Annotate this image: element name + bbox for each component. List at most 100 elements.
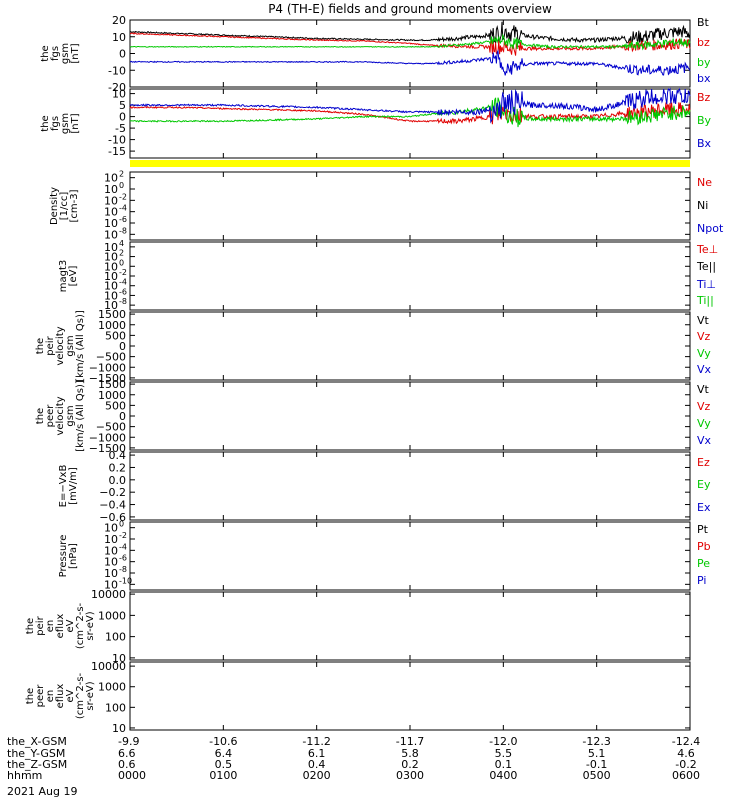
x-row-value: 4.6 <box>677 747 695 760</box>
y-tick-label: 0 <box>119 410 126 423</box>
x-row-value: 0600 <box>672 769 700 782</box>
y-tick-label: −0.4 <box>99 499 126 512</box>
y-axis-label: magt3 <box>58 260 69 293</box>
y-tick-exponent: -4 <box>119 278 127 287</box>
legend-Vx: Vx <box>697 363 712 376</box>
y-tick-label: 10 <box>112 88 126 101</box>
legend-Te||: Te|| <box>696 260 716 273</box>
y-tick-label: −500 <box>96 421 126 434</box>
legend-By: By <box>697 114 712 127</box>
y-tick-label: 1500 <box>98 308 126 321</box>
x-row-value: 0400 <box>489 769 517 782</box>
x-row-value: 6.6 <box>118 747 136 760</box>
legend-Pe: Pe <box>697 557 710 570</box>
y-tick-label: 1000 <box>98 389 126 402</box>
y-tick-label: 10 <box>104 241 118 254</box>
y-tick-label: 10 <box>104 228 118 241</box>
y-axis-label: gsm <box>60 113 71 134</box>
x-row-value: -0.1 <box>586 758 607 771</box>
legend-Pb: Pb <box>697 540 711 553</box>
legend-Ne: Ne <box>697 176 712 189</box>
panel-frame <box>129 241 691 311</box>
y-tick-label: 10 <box>112 652 126 665</box>
legend-Npot: Npot <box>697 222 724 235</box>
y-tick-label: 500 <box>105 329 126 342</box>
y-tick-exponent: -8 <box>119 297 127 306</box>
y-axis-label: the <box>40 45 51 61</box>
y-axis-label: [nT] <box>70 113 81 133</box>
y-tick-exponent: -10 <box>119 576 132 585</box>
legend-Vz: Vz <box>697 400 711 413</box>
y-axis-label: Pressure <box>58 535 69 578</box>
series-bz <box>130 32 691 56</box>
y-tick-exponent: -6 <box>119 287 127 296</box>
y-tick-label: 0 <box>119 48 126 61</box>
x-row-label: the_X-GSM <box>7 735 67 748</box>
y-axis-label: peir <box>45 335 56 355</box>
y-tick-label: 10 <box>104 544 118 557</box>
series-By <box>129 97 691 128</box>
y-tick-label: 500 <box>105 399 126 412</box>
y-tick-label: 0.4 <box>109 449 127 462</box>
x-row-value: -12.0 <box>489 735 517 748</box>
legend-Bt: Bt <box>697 16 710 29</box>
x-row-label: the_Z-GSM <box>7 758 67 771</box>
status-bar <box>130 160 690 167</box>
date-label: 2021 Aug 19 <box>7 785 77 798</box>
y-tick-label: 20 <box>112 14 126 27</box>
y-axis-label: (cm^2-s- <box>75 672 86 719</box>
y-tick-label: 100 <box>105 631 126 644</box>
y-tick-exponent: -2 <box>119 192 127 201</box>
panel-peer_en_eflux: 10000 1000 100 10 the peer en eflux eV (cm^2-s-sr… <box>25 660 691 735</box>
y-axis-label: eflux <box>55 684 66 709</box>
y-tick-label: 1000 <box>98 609 126 622</box>
y-tick-label: 10 <box>104 578 118 591</box>
y-axis-label: [km/s (All Qs)] <box>75 310 86 382</box>
legend-Vy: Vy <box>697 347 711 360</box>
legend-bx: bx <box>697 72 711 85</box>
y-tick-label: 10 <box>104 533 118 546</box>
y-tick-exponent: -4 <box>119 204 127 213</box>
series-Bt <box>130 21 691 45</box>
panel-frame <box>129 19 691 88</box>
y-tick-exponent: -2 <box>119 268 127 277</box>
x-row-value: 5.5 <box>495 747 513 760</box>
y-tick-label: −1000 <box>89 361 126 374</box>
panel-frame <box>129 171 691 241</box>
x-row-value: 0200 <box>303 769 331 782</box>
y-axis-label: Density <box>49 187 60 225</box>
x-row-value: 0.1 <box>495 758 513 771</box>
y-axis-label: the <box>35 408 46 424</box>
y-tick-label: 10 <box>104 172 118 185</box>
x-row-value: -10.6 <box>209 735 237 748</box>
legend-Ni: Ni <box>697 199 708 212</box>
x-row-value: 6.4 <box>215 747 233 760</box>
y-tick-exponent: 0 <box>119 258 124 267</box>
y-tick-exponent: -6 <box>119 554 127 563</box>
y-tick-label: -5 <box>115 122 126 135</box>
y-tick-label: 10 <box>104 206 118 219</box>
legend-Vz: Vz <box>697 330 711 343</box>
x-row-label: the_Y-GSM <box>7 747 65 760</box>
legend-Pi: Pi <box>697 574 706 587</box>
x-row-label: hhmm <box>7 769 42 782</box>
legend-Ex: Ex <box>697 501 711 514</box>
legend-Te⊥: Te⊥ <box>696 243 718 256</box>
y-axis-label: velocity <box>55 326 66 365</box>
series-Bx <box>129 87 691 124</box>
y-axis-label: velocity <box>55 396 66 435</box>
y-tick-label: −1500 <box>89 442 126 455</box>
y-tick-label: 10 <box>112 31 126 44</box>
y-tick-label: -15 <box>108 145 126 158</box>
legend-Ti||: Ti|| <box>696 294 714 307</box>
panel-frame <box>129 661 691 731</box>
y-axis-label: the <box>25 688 36 704</box>
y-tick-label: 10 <box>104 260 118 273</box>
y-axis-label: gsm <box>60 43 71 64</box>
y-tick-label: 5 <box>119 99 126 112</box>
legend-bz: bz <box>697 36 710 49</box>
panel-frame <box>129 451 691 521</box>
y-axis-label: peer <box>45 404 56 428</box>
